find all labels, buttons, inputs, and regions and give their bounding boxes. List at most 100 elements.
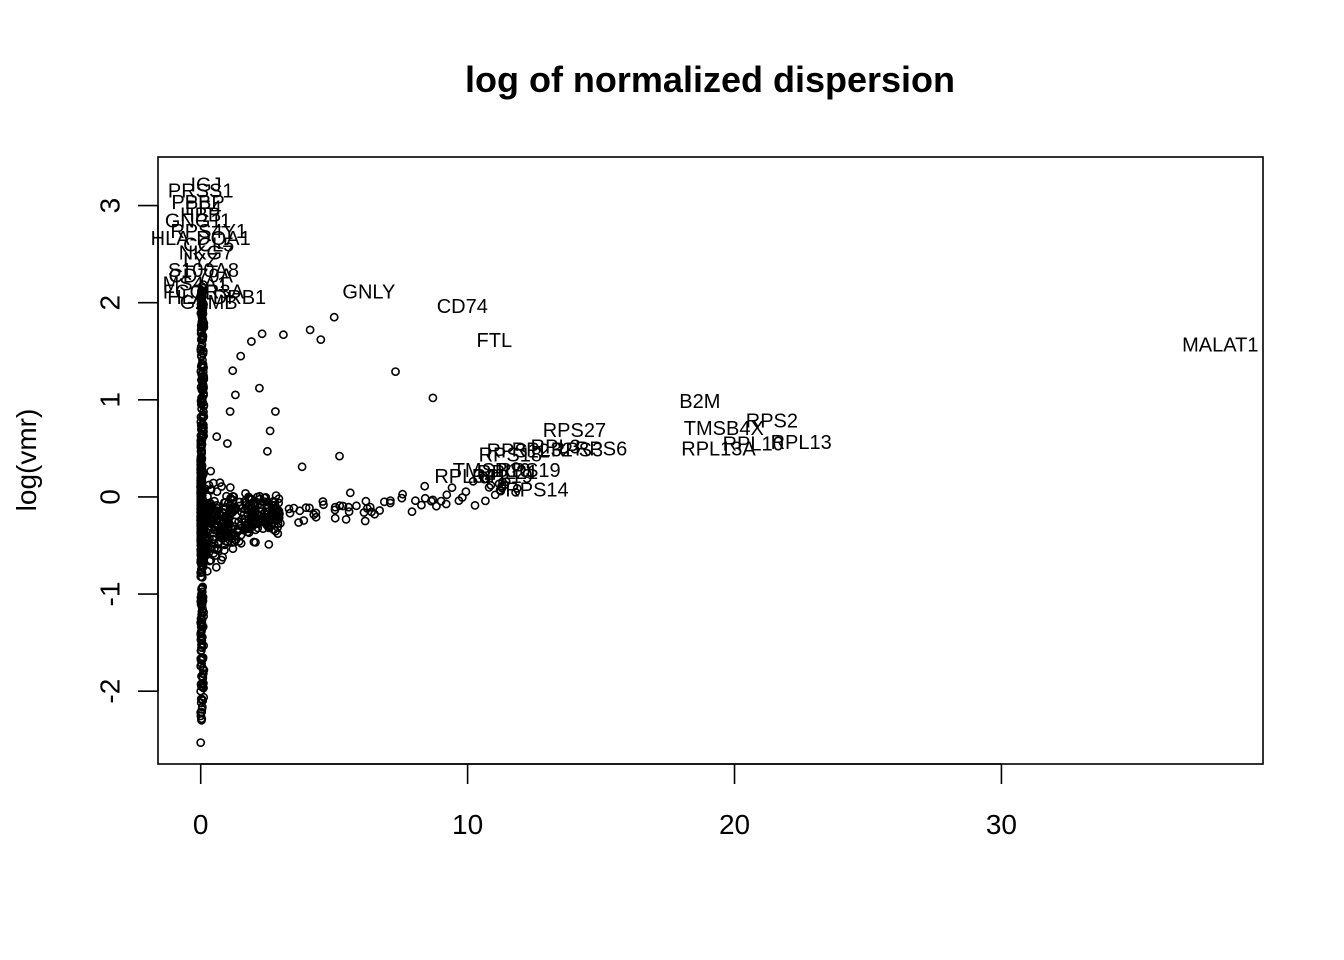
data-point <box>196 455 206 464</box>
data-point <box>269 509 279 518</box>
data-point <box>329 312 339 322</box>
data-point <box>201 501 211 511</box>
data-points <box>196 280 522 747</box>
data-point <box>311 508 321 518</box>
data-point <box>351 501 361 511</box>
data-point <box>385 496 395 505</box>
y-tick-label: -1 <box>94 582 125 607</box>
data-point <box>197 454 207 463</box>
data-point <box>436 496 446 506</box>
data-point <box>205 556 214 566</box>
gene-label: TMSB4X <box>684 418 764 440</box>
gene-label: B2M <box>679 391 720 413</box>
data-point <box>196 346 206 356</box>
data-point <box>196 342 206 352</box>
data-point <box>196 629 206 639</box>
data-point <box>341 515 351 524</box>
data-point <box>198 383 207 393</box>
data-point <box>197 610 207 619</box>
data-point <box>468 476 478 486</box>
data-point <box>196 614 206 624</box>
data-point <box>344 502 353 512</box>
gene-label: LYZ <box>183 250 218 272</box>
data-point <box>197 573 207 582</box>
gene-label: RPS4Y1 <box>170 221 247 243</box>
data-point <box>241 488 250 498</box>
y-tick-label: 1 <box>94 392 125 408</box>
data-point <box>265 516 275 526</box>
data-point <box>316 335 326 344</box>
data-point <box>219 533 229 543</box>
data-point <box>431 501 441 511</box>
y-tick-label: -2 <box>94 679 125 704</box>
y-axis: -2 -1 0 1 2 3 <box>94 198 159 704</box>
data-point <box>217 482 226 491</box>
data-point <box>254 383 264 393</box>
gene-label: FTL <box>477 330 513 352</box>
gene-label: HBB <box>180 204 221 226</box>
data-point <box>197 315 207 325</box>
data-point <box>196 698 206 708</box>
data-point <box>225 483 235 492</box>
gene-label: HLA-DRB1 <box>167 287 266 309</box>
data-point <box>197 441 206 451</box>
data-point <box>199 389 208 398</box>
gene-label: RPS19 <box>497 460 560 482</box>
data-point <box>196 529 206 539</box>
data-point <box>216 555 226 565</box>
data-point <box>397 493 407 503</box>
data-point <box>284 504 294 514</box>
data-point <box>330 502 340 512</box>
data-point <box>391 367 400 376</box>
x-tick-label: 20 <box>719 809 750 840</box>
data-point <box>198 592 208 602</box>
data-point <box>398 489 407 499</box>
gene-label: RPL21 <box>477 462 538 484</box>
data-point <box>258 496 268 506</box>
gene-label: RPS3 <box>551 440 603 462</box>
data-point <box>278 330 288 340</box>
data-point <box>428 495 438 505</box>
data-point <box>198 669 208 678</box>
data-point <box>196 472 206 481</box>
gene-label: RPS2 <box>746 410 798 432</box>
data-point <box>213 539 223 549</box>
data-point <box>228 491 238 501</box>
gene-label: GNLY <box>342 281 395 303</box>
data-point <box>240 518 249 527</box>
gene-label: MALAT1 <box>1182 335 1258 357</box>
data-point <box>501 477 511 486</box>
data-point <box>262 446 272 456</box>
gene-label: IGJ <box>190 174 221 196</box>
data-point <box>511 462 521 471</box>
data-point <box>197 397 207 407</box>
data-point <box>198 515 208 524</box>
gene-label: RPL19 <box>472 466 533 488</box>
data-point <box>218 508 228 518</box>
data-point <box>361 496 371 506</box>
gene-label: S100A8 <box>168 260 239 282</box>
data-point <box>299 516 309 525</box>
data-point <box>221 532 231 541</box>
data-point <box>407 507 417 517</box>
data-point <box>231 503 241 513</box>
data-point <box>196 524 206 534</box>
data-point <box>251 514 261 523</box>
data-point <box>199 283 208 293</box>
data-point <box>197 694 207 704</box>
data-point <box>237 507 247 517</box>
data-point <box>297 462 307 472</box>
data-point <box>257 329 267 339</box>
data-point <box>196 738 206 747</box>
data-point <box>344 507 354 516</box>
gene-label: RPL13 <box>771 432 832 454</box>
gene-label: CD79A <box>168 266 233 288</box>
data-point <box>210 525 219 535</box>
data-point <box>198 287 208 297</box>
gene-label: RPS12 <box>487 440 550 462</box>
data-point <box>211 562 221 572</box>
data-point <box>265 426 275 436</box>
data-point <box>416 500 426 510</box>
